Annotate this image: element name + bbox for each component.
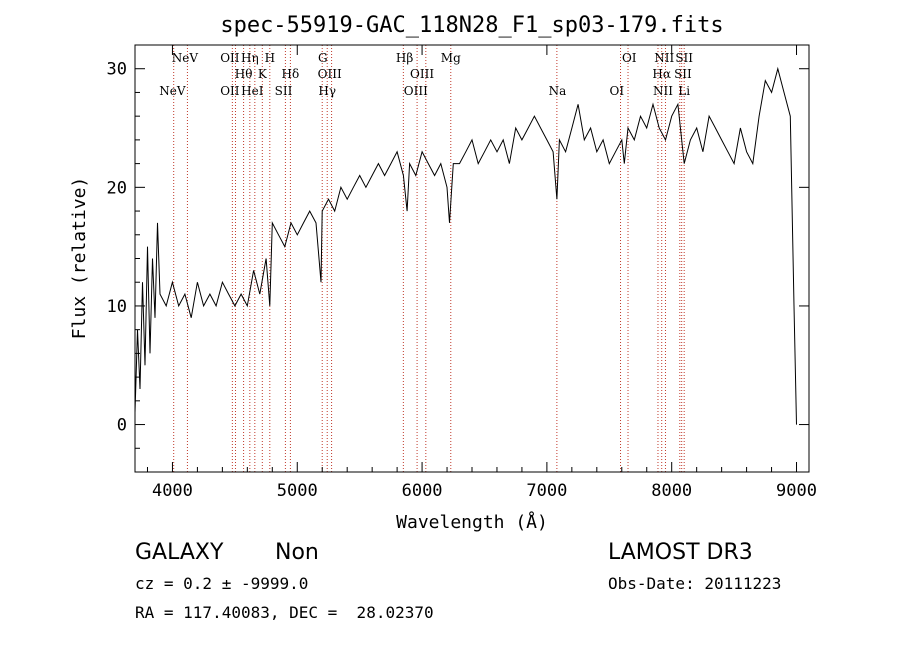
x-tick-label: 8000 xyxy=(651,481,692,501)
line-label: OI xyxy=(609,84,624,98)
x-axis-label: Wavelength (Å) xyxy=(396,511,548,533)
line-label: Hβ xyxy=(396,51,413,65)
survey-name: LAMOST DR3 xyxy=(608,540,753,565)
y-tick-label: 10 xyxy=(107,297,127,317)
y-axis: 0 10 20 30 xyxy=(107,44,809,449)
line-label: Na xyxy=(549,84,567,98)
line-label: OII xyxy=(220,51,240,65)
line-label: NeV xyxy=(172,51,199,65)
object-class: GALAXY xyxy=(135,540,224,565)
line-label: HeI xyxy=(241,84,264,98)
y-tick-label: 30 xyxy=(107,60,127,80)
line-label: OIII xyxy=(404,84,428,98)
line-label: Mg xyxy=(441,51,461,65)
line-label: NII xyxy=(653,84,673,98)
spectrum-line xyxy=(134,66,797,425)
y-tick-label: 0 xyxy=(117,416,127,436)
x-axis: 4000 5000 6000 7000 8000 9000 xyxy=(146,45,817,501)
x-tick-label: 5000 xyxy=(277,481,318,501)
line-label: NeV xyxy=(159,84,186,98)
x-tick-label: 7000 xyxy=(526,481,567,501)
x-tick-label: 4000 xyxy=(152,481,193,501)
chart-title: spec-55919-GAC_118N28_F1_sp03-179.fits xyxy=(220,13,723,38)
spectrum-chart: spec-55919-GAC_118N28_F1_sp03-179.fits N… xyxy=(69,13,817,533)
plot-frame xyxy=(134,44,810,473)
object-subclass: Non xyxy=(275,540,319,565)
line-label: OIII xyxy=(410,67,434,81)
coordinates-line: RA = 117.40083, DEC = 28.02370 xyxy=(135,603,434,622)
line-label: Hδ xyxy=(282,67,300,81)
line-label: OI xyxy=(622,51,637,65)
line-label: G xyxy=(318,51,328,65)
y-tick-label: 20 xyxy=(107,178,127,198)
line-label: OIII xyxy=(318,67,342,81)
x-tick-label: 9000 xyxy=(776,481,817,501)
redshift-line: cz = 0.2 ± -9999.0 xyxy=(135,574,309,593)
line-label: Hθ xyxy=(235,67,253,81)
line-label: OII xyxy=(220,84,240,98)
y-axis-label: Flux (relative) xyxy=(69,177,90,340)
line-label: SII xyxy=(674,67,692,81)
line-label: K xyxy=(258,67,268,81)
observation-date: Obs-Date: 20111223 xyxy=(608,574,782,593)
line-label: Hγ xyxy=(318,84,336,98)
line-label: Hα xyxy=(652,67,671,81)
line-label: H xyxy=(265,51,275,65)
line-label: NII xyxy=(654,51,674,65)
x-tick-label: 6000 xyxy=(402,481,443,501)
line-label: Li xyxy=(678,84,690,98)
emission-line-markers xyxy=(173,45,685,472)
line-label: SII xyxy=(675,51,693,65)
line-label: Hη xyxy=(241,51,259,65)
line-label: SII xyxy=(275,84,293,98)
